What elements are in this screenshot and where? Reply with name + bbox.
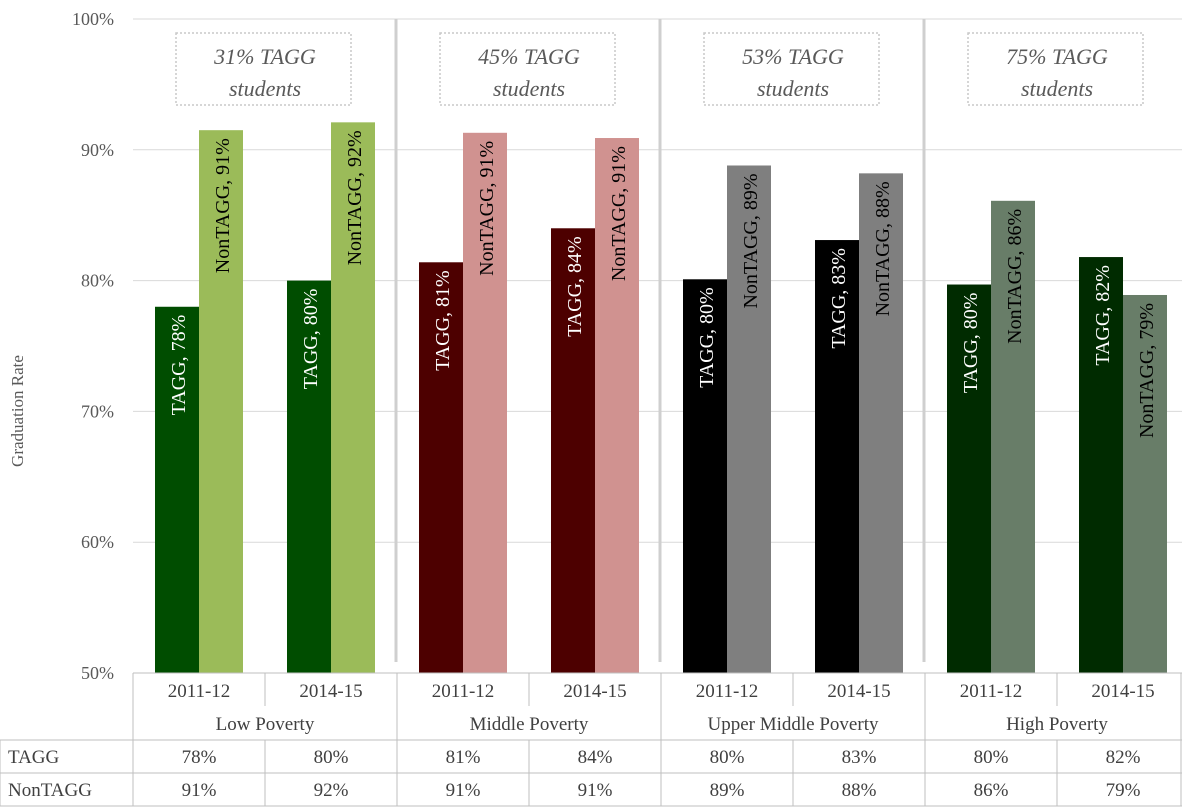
table-cell: 91% [182, 780, 217, 801]
table-cell: 82% [1106, 747, 1141, 768]
group-annotations: 31% TAGG students 45% TAGG students 53% TAGG… [175, 32, 1144, 106]
data-table: 2011-12 2014-15 2011-12 2014-15 2011-12 2014-… [0, 672, 1182, 807]
table-cell: 84% [578, 747, 613, 768]
annotation-line: 31% TAGG [213, 44, 316, 69]
annotation-line: 75% TAGG [1006, 44, 1108, 69]
data-label: TAGG, 81% [432, 270, 454, 371]
annotation-line: 53% TAGG [742, 44, 844, 69]
bar-tagg [551, 228, 595, 673]
data-label: NonTAGG, 86% [1004, 209, 1026, 344]
bar-nontagg [463, 132, 507, 673]
table-cell: 91% [446, 780, 481, 801]
y-tick-label: 80% [81, 271, 114, 291]
axes: 50% 60% 70% 80% 90% 100% [72, 9, 114, 683]
annotation-box [967, 32, 1144, 106]
table-cell: 78% [182, 747, 217, 768]
table-series-name: NonTAGG [8, 780, 92, 801]
x-category-label: 2014-15 [299, 681, 362, 702]
x-category-label: 2014-15 [827, 681, 890, 702]
data-label: TAGG, 78% [168, 315, 190, 416]
table-cell: 80% [974, 747, 1009, 768]
bar-tagg [683, 279, 727, 673]
data-label: NonTAGG, 91% [212, 138, 234, 273]
bar-nontagg [331, 122, 375, 673]
y-axis-label: Graduation Rate [8, 355, 27, 467]
bar-nontagg [199, 130, 243, 673]
bar-tagg [287, 280, 331, 673]
annotation-line: 45% TAGG [478, 44, 580, 69]
bar-tagg [1079, 257, 1123, 673]
x-category-label: 2014-15 [1091, 681, 1154, 702]
table-cell: 81% [446, 747, 481, 768]
bars: TAGG, 78% NonTAGG, 91% TAGG, 80% NonTAGG, 9… [155, 122, 1167, 673]
bar-tagg [947, 284, 991, 673]
annotation-box [703, 32, 880, 106]
table-cell: 80% [314, 747, 349, 768]
table-cell: 88% [842, 780, 877, 801]
table-cell: 89% [710, 780, 745, 801]
annotation-line: students [757, 76, 829, 101]
x-group-label: Upper Middle Poverty [708, 714, 879, 735]
y-tick-label: 70% [81, 401, 114, 421]
bar-nontagg [727, 165, 771, 673]
data-label: NonTAGG, 92% [344, 130, 366, 265]
data-label: NonTAGG, 89% [740, 173, 762, 308]
y-tick-label: 60% [81, 532, 114, 552]
x-category-label: 2014-15 [563, 681, 626, 702]
bar-nontagg [991, 200, 1035, 673]
y-tick-label: 100% [72, 9, 114, 29]
x-category-label: 2011-12 [960, 681, 1023, 702]
bar-tagg [155, 306, 199, 673]
annotation-box [175, 32, 352, 106]
table-series-name: TAGG [8, 747, 60, 768]
data-label: TAGG, 84% [564, 236, 586, 337]
annotation-line: students [493, 76, 565, 101]
y-tick-label: 50% [81, 663, 114, 683]
data-label: NonTAGG, 91% [476, 141, 498, 276]
data-label: NonTAGG, 79% [1136, 303, 1158, 438]
bar-tagg [419, 262, 463, 673]
table-cell: 91% [578, 780, 613, 801]
y-tick-label: 90% [81, 140, 114, 160]
table-cell: 80% [710, 747, 745, 768]
bar-tagg [815, 240, 859, 673]
table-cell: 79% [1106, 780, 1141, 801]
bar-nontagg [1123, 294, 1167, 673]
data-label: TAGG, 80% [960, 293, 982, 394]
data-label: TAGG, 83% [828, 248, 850, 349]
data-label: TAGG, 80% [300, 289, 322, 390]
annotation-line: students [229, 76, 301, 101]
x-group-label: Middle Poverty [470, 714, 589, 735]
data-label: TAGG, 82% [1092, 265, 1114, 366]
x-group-label: High Poverty [1006, 714, 1108, 735]
x-category-label: 2011-12 [432, 681, 495, 702]
annotation-line: students [1021, 76, 1093, 101]
bar-nontagg [859, 173, 903, 673]
bar-nontagg [595, 138, 639, 673]
data-label: TAGG, 80% [696, 287, 718, 388]
x-group-label: Low Poverty [216, 714, 315, 735]
data-label: NonTAGG, 88% [872, 181, 894, 316]
table-cell: 86% [974, 780, 1009, 801]
x-category-label: 2011-12 [696, 681, 759, 702]
annotation-box [439, 32, 616, 106]
table-cell: 83% [842, 747, 877, 768]
x-category-label: 2011-12 [168, 681, 231, 702]
data-label: NonTAGG, 91% [608, 146, 630, 281]
table-cell: 92% [314, 780, 349, 801]
